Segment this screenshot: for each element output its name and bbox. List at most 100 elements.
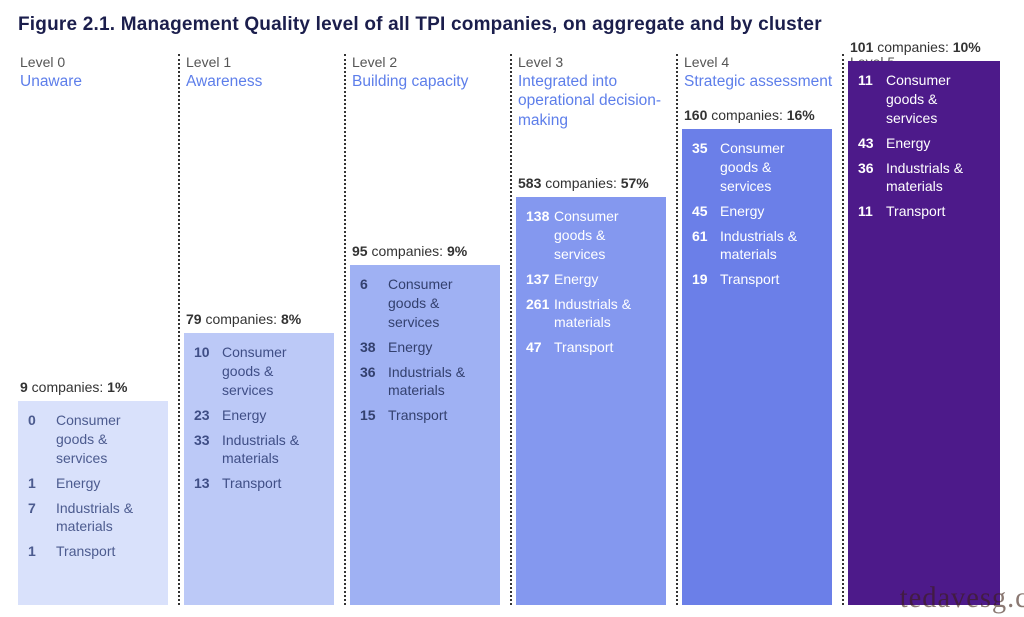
level-name: Strategic assessment	[684, 72, 834, 91]
breakdown-count: 0	[28, 411, 56, 430]
breakdown-count: 6	[360, 275, 388, 294]
column-level3: Level 3Integrated into operational decis…	[512, 54, 678, 605]
breakdown-row: 7Industrials & materials	[28, 499, 158, 537]
breakdown-count: 1	[28, 542, 56, 561]
level-number: Level 3	[518, 54, 668, 70]
breakdown-row: 61Industrials & materials	[692, 227, 822, 265]
level-name: Awareness	[186, 72, 336, 91]
column-level2: Level 2 Building capacity 95 companies: 9%…	[346, 54, 512, 605]
breakdown-count: 137	[526, 270, 554, 289]
breakdown-label: Consumer goods & services	[554, 207, 656, 264]
breakdown-label: Consumer goods & services	[388, 275, 490, 332]
breakdown-count: 1	[28, 474, 56, 493]
breakdown-label: Consumer goods & services	[886, 71, 990, 128]
level-name: Building capacity	[352, 72, 502, 91]
breakdown-label: Industrials & materials	[56, 499, 158, 537]
summary-level4: 160 companies: 16%	[684, 107, 832, 123]
summary-percent: 8%	[281, 311, 301, 327]
summary-level1: 79 companies: 8%	[186, 311, 334, 327]
breakdown-row: 0Consumer goods & services	[28, 411, 158, 468]
level-number: Level 0	[20, 54, 170, 70]
level-header: Level 1 Awareness	[180, 54, 344, 91]
breakdown-row: 45Energy	[692, 202, 822, 221]
level-header: Level 0Unaware	[14, 54, 178, 91]
breakdown-count: 7	[28, 499, 56, 518]
breakdown-count: 47	[526, 338, 554, 357]
summary-text: companies:	[28, 379, 107, 395]
breakdown-row: 43Energy	[858, 134, 990, 153]
summary-percent: 9%	[447, 243, 467, 259]
breakdown-row: 36Industrials & materials	[360, 363, 490, 401]
breakdown-count: 33	[194, 431, 222, 450]
breakdown-row: 13Transport	[194, 474, 324, 493]
breakdown-label: Transport	[56, 542, 158, 561]
breakdown-count: 11	[858, 71, 886, 90]
breakdown-label: Transport	[554, 338, 656, 357]
breakdown-label: Industrials & materials	[720, 227, 822, 265]
breakdown-label: Industrials & materials	[388, 363, 490, 401]
breakdown-label: Energy	[886, 134, 990, 153]
column-level0: Level 0Unaware 9 companies: 1% 0Consumer g…	[14, 54, 180, 605]
summary-level0: 9 companies: 1%	[20, 379, 168, 395]
breakdown-label: Energy	[56, 474, 158, 493]
summary-count: 9	[20, 379, 28, 395]
watermark-text: tedavesg.co	[900, 581, 1024, 615]
column-level4: Level 4Strategic assessment160 companies…	[678, 54, 844, 605]
breakdown-label: Transport	[222, 474, 324, 493]
breakdown-label: Industrials & materials	[886, 159, 990, 197]
breakdown-label: Transport	[720, 270, 822, 289]
column-level1: Level 1 Awareness 79 companies: 8% 10Consum…	[180, 54, 346, 605]
breakdown-row: 35Consumer goods & services	[692, 139, 822, 196]
breakdown-row: 38Energy	[360, 338, 490, 357]
summary-count: 95	[352, 243, 368, 259]
breakdown-count: 61	[692, 227, 720, 246]
summary-percent: 1%	[107, 379, 127, 395]
level-header: Level 3Integrated into operational decis…	[512, 54, 676, 130]
breakdown-row: 1Transport	[28, 542, 158, 561]
level-number: Level 2	[352, 54, 502, 70]
summary-percent: 10%	[953, 39, 981, 55]
breakdown-count: 11	[858, 202, 886, 221]
breakdown-row: 33Industrials & materials	[194, 431, 324, 469]
breakdown-row: 11Consumer goods & services	[858, 71, 990, 128]
summary-count: 79	[186, 311, 202, 327]
bar-level5: 11Consumer goods & services43Energy36Ind…	[848, 61, 1000, 605]
bar-level3: 138Consumer goods & services137Energy261…	[516, 197, 666, 605]
breakdown-label: Industrials & materials	[222, 431, 324, 469]
breakdown-count: 19	[692, 270, 720, 289]
breakdown-count: 43	[858, 134, 886, 153]
level-number: Level 1	[186, 54, 336, 70]
breakdown-row: 137Energy	[526, 270, 656, 289]
breakdown-row: 47Transport	[526, 338, 656, 357]
column-level5: Level 5Transition planning and implement…	[844, 54, 1010, 605]
breakdown-row: 15Transport	[360, 406, 490, 425]
summary-text: companies:	[368, 243, 447, 259]
breakdown-label: Energy	[388, 338, 490, 357]
breakdown-count: 23	[194, 406, 222, 425]
summary-count: 160	[684, 107, 707, 123]
figure-title: Figure 2.1. Management Quality level of …	[0, 0, 1024, 36]
breakdown-count: 45	[692, 202, 720, 221]
summary-level2: 95 companies: 9%	[352, 243, 500, 259]
breakdown-row: 10Consumer goods & services	[194, 343, 324, 400]
breakdown-label: Consumer goods & services	[56, 411, 158, 468]
breakdown-row: 261Industrials & materials	[526, 295, 656, 333]
breakdown-count: 13	[194, 474, 222, 493]
breakdown-count: 15	[360, 406, 388, 425]
breakdown-row: 6Consumer goods & services	[360, 275, 490, 332]
summary-level5: 101 companies: 10%	[850, 39, 1000, 55]
summary-count: 583	[518, 175, 541, 191]
breakdown-label: Transport	[886, 202, 990, 221]
bar-level4: 35Consumer goods & services 45Energy 61Ind…	[682, 129, 832, 605]
summary-percent: 16%	[787, 107, 815, 123]
chart-area: Level 0Unaware9 companies: 1%0Consumer g…	[14, 54, 1010, 605]
breakdown-label: Energy	[222, 406, 324, 425]
breakdown-count: 35	[692, 139, 720, 158]
bar-level2: 6Consumer goods & services 38Energy 36Indu…	[350, 265, 500, 605]
summary-level3: 583 companies: 57%	[518, 175, 666, 191]
breakdown-row: 1Energy	[28, 474, 158, 493]
summary-text: companies:	[873, 39, 952, 55]
breakdown-label: Industrials & materials	[554, 295, 656, 333]
bar-level0: 0Consumer goods & services1Energy7Indust…	[18, 401, 168, 605]
summary-text: companies:	[707, 107, 786, 123]
